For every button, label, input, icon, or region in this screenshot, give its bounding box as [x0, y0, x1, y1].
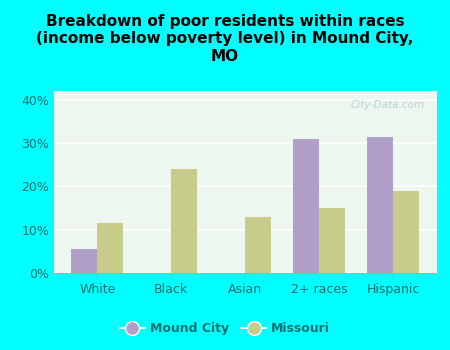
Bar	[245, 217, 271, 273]
Text: Breakdown of poor residents within races
(income below poverty level) in Mound C: Breakdown of poor residents within races…	[36, 14, 414, 64]
Bar	[97, 223, 123, 273]
Bar	[171, 169, 197, 273]
Text: City-Data.com: City-Data.com	[351, 100, 425, 110]
Bar	[293, 139, 319, 273]
Bar	[393, 191, 419, 273]
Bar	[367, 136, 393, 273]
Legend: Mound City, Missouri: Mound City, Missouri	[115, 317, 335, 340]
Bar	[319, 208, 345, 273]
Bar	[72, 249, 97, 273]
